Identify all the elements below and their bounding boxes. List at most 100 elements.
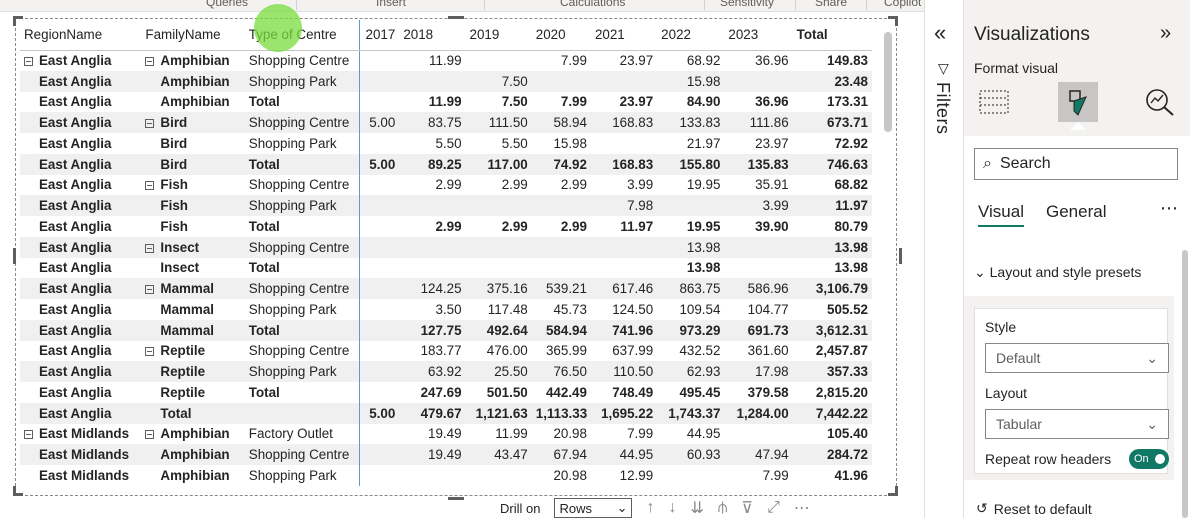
centre-type-cell[interactable]: Shopping Park — [244, 299, 360, 320]
region-cell[interactable]: East Anglia — [20, 50, 141, 71]
row-total-cell[interactable]: 105.40 — [827, 426, 868, 442]
value-cell[interactable] — [359, 92, 399, 113]
value-cell[interactable]: 124.50 — [612, 301, 654, 317]
region-cell[interactable]: East Anglia — [20, 71, 141, 92]
value-cell[interactable]: 110.50 — [613, 364, 654, 380]
value-cell[interactable]: 495.45 — [679, 384, 721, 400]
value-cell[interactable] — [466, 50, 532, 71]
column-header[interactable]: 2022 — [657, 20, 725, 51]
collapse-pane-icon[interactable]: » — [1160, 22, 1172, 44]
value-cell[interactable] — [359, 424, 399, 445]
centre-type-cell[interactable]: Shopping Park — [244, 133, 360, 154]
value-cell[interactable] — [591, 258, 657, 279]
value-cell[interactable]: 45.73 — [553, 301, 587, 317]
value-cell[interactable]: 104.77 — [747, 301, 789, 317]
centre-type-cell[interactable] — [244, 402, 360, 424]
value-cell[interactable]: 20.98 — [553, 467, 587, 483]
value-cell[interactable]: 3.99 — [627, 177, 654, 193]
centre-type-cell[interactable]: Shopping Centre — [244, 174, 360, 196]
ribbon-share[interactable]: Share — [815, 0, 848, 9]
value-cell[interactable]: 479.67 — [420, 405, 462, 421]
value-cell[interactable]: 111.50 — [488, 115, 528, 131]
preset-card-header[interactable]: ⌄ Layout and style presets — [974, 264, 1141, 281]
centre-type-cell[interactable]: Shopping Centre — [244, 236, 360, 258]
value-cell[interactable]: 35.91 — [755, 177, 789, 193]
family-cell[interactable]: Fish — [141, 175, 244, 196]
value-cell[interactable]: 501.50 — [486, 384, 528, 400]
value-cell[interactable]: 7.99 — [560, 94, 587, 110]
value-cell[interactable]: 39.90 — [755, 218, 789, 234]
value-cell[interactable]: 36.96 — [755, 94, 789, 110]
value-cell[interactable]: 135.83 — [747, 156, 789, 172]
resize-handle-right[interactable] — [892, 248, 902, 264]
value-cell[interactable] — [466, 237, 532, 258]
value-cell[interactable]: 124.25 — [420, 281, 462, 297]
region-cell[interactable]: East Anglia — [20, 258, 141, 279]
value-cell[interactable]: 17.98 — [755, 364, 789, 380]
value-cell[interactable]: 637.99 — [612, 343, 654, 359]
column-header[interactable]: 2023 — [724, 20, 793, 51]
row-total-cell[interactable]: 3,106.79 — [815, 281, 868, 297]
family-cell[interactable]: Bird — [141, 154, 244, 175]
value-cell[interactable] — [591, 133, 657, 154]
value-cell[interactable]: 44.95 — [686, 426, 721, 442]
expand-all-icon[interactable]: ⫛ — [717, 499, 728, 516]
resize-handle-bottom-left[interactable] — [13, 486, 23, 496]
row-total-cell[interactable]: 23.48 — [834, 73, 868, 89]
centre-type-cell[interactable]: Total — [244, 319, 360, 341]
value-cell[interactable]: 247.69 — [420, 384, 462, 400]
row-total-cell[interactable]: 68.82 — [834, 177, 868, 193]
value-cell[interactable]: 23.97 — [755, 135, 789, 151]
family-cell[interactable]: Amphibian — [141, 92, 244, 113]
family-cell[interactable]: Amphibian — [141, 444, 244, 465]
value-cell[interactable]: 43.47 — [494, 447, 528, 463]
centre-type-cell[interactable]: Shopping Park — [244, 70, 360, 92]
row-total-cell[interactable]: 11.97 — [835, 198, 868, 214]
value-cell[interactable] — [657, 465, 724, 486]
row-total-cell[interactable]: 673.71 — [827, 115, 868, 131]
family-cell[interactable]: Fish — [141, 216, 244, 237]
value-cell[interactable]: 5.00 — [369, 115, 396, 131]
family-cell[interactable]: Amphibian — [141, 71, 244, 92]
row-total-cell[interactable]: 7,442.22 — [815, 405, 868, 421]
row-total-cell[interactable]: 505.52 — [827, 301, 868, 317]
value-cell[interactable]: 44.95 — [619, 447, 654, 463]
value-cell[interactable]: 63.92 — [428, 364, 462, 380]
value-cell[interactable]: 2.99 — [435, 177, 462, 193]
value-cell[interactable] — [359, 71, 399, 92]
centre-type-cell[interactable]: Shopping Centre — [244, 340, 360, 362]
collapse-icon[interactable] — [24, 430, 33, 440]
value-cell[interactable] — [399, 237, 465, 258]
column-header[interactable]: 2020 — [531, 20, 591, 51]
value-cell[interactable]: 5.00 — [369, 405, 396, 421]
family-cell[interactable]: Insect — [141, 237, 244, 258]
centre-type-cell[interactable]: Shopping Park — [244, 465, 360, 486]
value-cell[interactable]: 2.99 — [560, 177, 587, 193]
value-cell[interactable]: 1,284.00 — [736, 405, 789, 421]
value-cell[interactable]: 155.80 — [679, 156, 721, 172]
centre-type-cell[interactable]: Total — [244, 216, 360, 237]
collapse-icon[interactable] — [145, 243, 155, 253]
centre-type-cell[interactable]: Shopping Park — [244, 361, 360, 382]
drill-on-dropdown[interactable]: Rows ⌄ — [554, 498, 633, 518]
format-visual-icon[interactable] — [1058, 82, 1098, 130]
value-cell[interactable] — [399, 195, 465, 216]
column-header[interactable]: Total — [792, 20, 872, 51]
value-cell[interactable] — [724, 424, 792, 445]
value-cell[interactable]: 7.50 — [501, 94, 528, 110]
expand-filters-icon[interactable]: « — [934, 20, 947, 45]
value-cell[interactable]: 492.64 — [486, 322, 528, 338]
centre-type-cell[interactable]: Total — [244, 153, 360, 175]
family-cell[interactable]: Fish — [141, 195, 244, 216]
value-cell[interactable]: 11.97 — [620, 218, 654, 234]
value-cell[interactable] — [532, 258, 591, 279]
column-header[interactable]: 2019 — [465, 20, 532, 51]
value-cell[interactable]: 68.92 — [686, 53, 721, 69]
collapse-icon[interactable] — [145, 430, 155, 440]
row-total-cell[interactable]: 746.63 — [827, 156, 868, 172]
filter-icon[interactable]: ⊽ — [741, 500, 754, 517]
value-cell[interactable]: 7.50 — [501, 73, 528, 89]
value-cell[interactable]: 5.00 — [369, 156, 396, 172]
value-cell[interactable]: 7.99 — [762, 467, 789, 483]
value-cell[interactable]: 476.00 — [486, 343, 528, 359]
